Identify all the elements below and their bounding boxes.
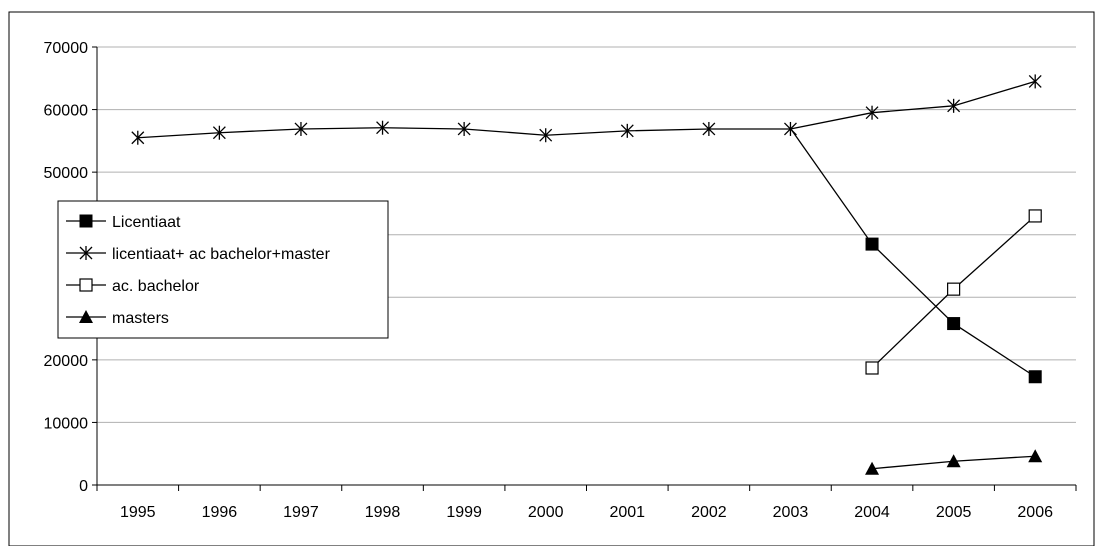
legend-box (57, 200, 389, 339)
series-0 (789, 127, 1042, 384)
x-tick-label: 2003 (773, 504, 809, 521)
series-group (131, 74, 1043, 475)
x-tick-label: 2002 (691, 504, 727, 521)
legend: Licentiaat licentiaat+ ac bachelor+master… (57, 200, 389, 339)
series-1 (131, 74, 1042, 145)
series-2 (865, 209, 1042, 375)
data-point (457, 121, 471, 136)
legend-label: licentiaat+ ac bachelor+master (112, 246, 331, 263)
legend-item: Licentiaat (66, 214, 181, 231)
chart-frame (8, 11, 1095, 546)
x-tick-label: 1996 (202, 504, 238, 521)
data-point (947, 98, 961, 113)
data-point (1028, 370, 1042, 384)
y-tick-label: 70000 (44, 40, 89, 57)
x-tick-label: 2004 (854, 504, 890, 521)
data-point (865, 361, 879, 375)
legend-marker (79, 310, 93, 323)
data-point (620, 123, 634, 138)
legend-marker (79, 246, 93, 260)
x-tick-label: 1999 (446, 504, 482, 521)
x-tick-label: 2001 (609, 504, 645, 521)
y-tick-label: 20000 (44, 353, 89, 370)
data-point (702, 121, 716, 136)
legend-item: licentiaat+ ac bachelor+master (66, 246, 331, 263)
data-point (1028, 74, 1042, 89)
data-point (865, 105, 879, 120)
data-point (294, 121, 308, 136)
series-3 (865, 449, 1043, 475)
x-tick-label: 1998 (365, 504, 401, 521)
data-point (539, 128, 553, 143)
legend-item: masters (66, 310, 169, 327)
data-point (1028, 209, 1042, 223)
data-point (946, 454, 961, 468)
x-tick-label: 2005 (936, 504, 972, 521)
legend-item: ac. bachelor (66, 278, 200, 295)
x-tick-label: 1997 (283, 504, 319, 521)
data-point (376, 120, 390, 135)
data-point (1028, 449, 1043, 463)
y-tick-label: 0 (79, 478, 88, 495)
data-point (865, 461, 880, 475)
legend-label: Licentiaat (112, 214, 181, 231)
data-point (131, 130, 145, 145)
x-tick-label: 2006 (1017, 504, 1053, 521)
x-tick-label: 1995 (120, 504, 156, 521)
legend-marker (79, 214, 93, 228)
legend-label: ac. bachelor (112, 278, 200, 295)
series-line (137, 80, 1036, 139)
data-point (865, 237, 879, 251)
series-line (789, 127, 1036, 378)
y-tick-label: 10000 (44, 415, 89, 432)
y-tick-label: 60000 (44, 103, 89, 120)
y-tick-label: 50000 (44, 165, 89, 182)
data-point (947, 317, 961, 331)
data-point (212, 125, 226, 140)
data-point (783, 121, 797, 136)
x-tick-label: 2000 (528, 504, 564, 521)
data-point (947, 282, 961, 296)
legend-label: masters (112, 310, 169, 327)
legend-marker (79, 278, 93, 292)
